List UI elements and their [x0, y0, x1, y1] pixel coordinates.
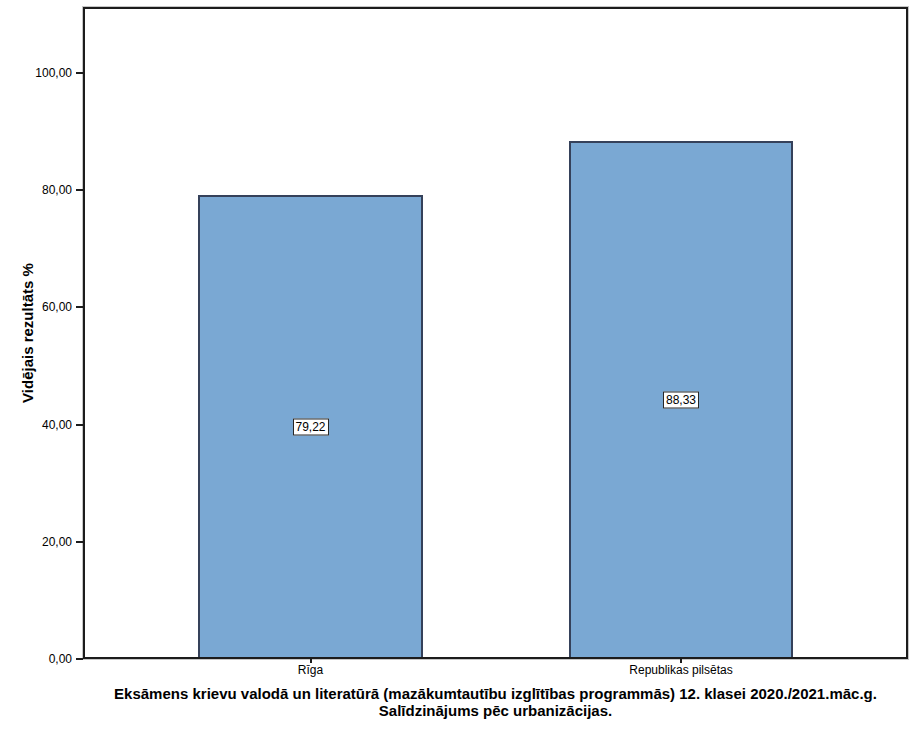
y-axis-tick-label: 100,00 [0, 66, 72, 80]
bar-chart: Vidējais rezultāts % Eksāmens krievu val… [0, 0, 917, 734]
chart-title: Eksāmens krievu valodā un literatūrā (ma… [83, 685, 908, 719]
chart-title-line-1: Eksāmens krievu valodā un literatūrā (ma… [83, 685, 908, 702]
y-axis-tick [76, 72, 83, 74]
y-axis-tick-label: 40,00 [0, 418, 72, 432]
category-label: Republikas pilsētas [629, 663, 732, 677]
y-axis-tick [76, 306, 83, 308]
y-axis-tick-label: 80,00 [0, 183, 72, 197]
y-axis-tick [76, 658, 83, 660]
bar-value-label: 79,22 [292, 419, 328, 436]
bar-value-label: 88,33 [663, 392, 699, 409]
y-axis-tick [76, 424, 83, 426]
y-axis-tick-label: 0,00 [0, 652, 72, 666]
y-axis-tick-label: 60,00 [0, 300, 72, 314]
y-axis-title: Vidējais rezultāts % [19, 263, 36, 403]
chart-title-line-2: Salīdzinājums pēc urbanizācijas. [83, 702, 908, 719]
y-axis-tick-label: 20,00 [0, 535, 72, 549]
category-label: Rīga [298, 663, 323, 677]
y-axis-tick [76, 189, 83, 191]
y-axis-tick [76, 541, 83, 543]
